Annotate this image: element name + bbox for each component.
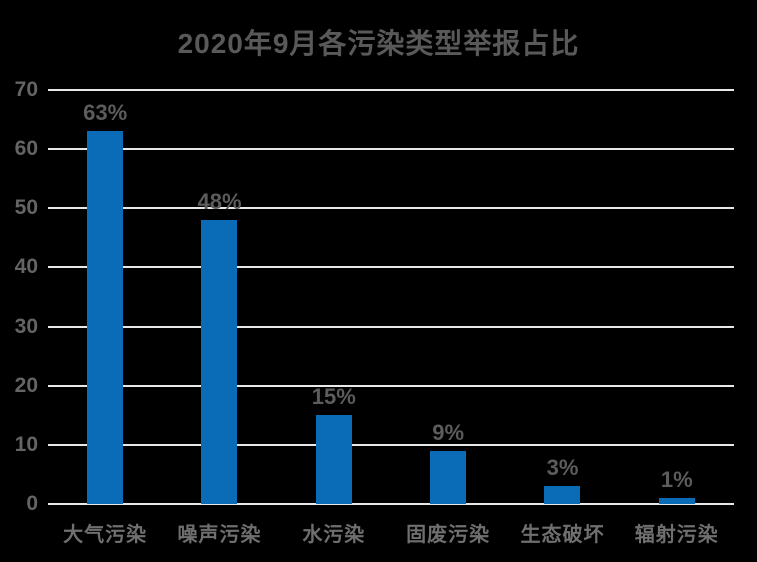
bar bbox=[430, 450, 467, 504]
bar bbox=[87, 131, 124, 504]
gridline bbox=[48, 89, 734, 91]
x-category-label: 水污染 bbox=[302, 524, 366, 546]
bar-series: 63% 48% 15% 9% 3% 1% bbox=[48, 90, 734, 504]
x-category-label: 生态破坏 bbox=[520, 524, 605, 546]
x-axis: 大气污染 噪声污染 水污染 固废污染 生态破坏 辐射污染 bbox=[48, 518, 734, 547]
bar bbox=[544, 486, 581, 504]
bar-value-label: 9% bbox=[432, 419, 465, 445]
x-category-label: 固废污染 bbox=[406, 524, 491, 546]
bar-slot: 15% bbox=[277, 90, 391, 504]
bar-slot: 3% bbox=[505, 90, 619, 504]
x-category-label: 辐射污染 bbox=[634, 524, 719, 546]
gridline bbox=[48, 443, 734, 446]
bar-value-label: 15% bbox=[311, 384, 356, 410]
plot-area: 63% 48% 15% 9% 3% 1% bbox=[48, 89, 734, 505]
bar bbox=[201, 220, 238, 504]
bar-slot: 63% bbox=[48, 90, 162, 504]
bar-value-label: 3% bbox=[546, 455, 579, 481]
bar bbox=[315, 415, 352, 504]
bar-value-label: 48% bbox=[197, 189, 242, 215]
gridline bbox=[48, 384, 734, 387]
chart-title: 2020年9月各污染类型举报占比 bbox=[177, 28, 580, 59]
x-category-label: 噪声污染 bbox=[177, 524, 262, 546]
bar bbox=[658, 498, 695, 504]
gridline bbox=[48, 266, 734, 269]
y-axis: 0 10 20 30 40 50 60 70 bbox=[14, 78, 38, 515]
bar-slot: 9% bbox=[391, 90, 505, 504]
bar-slot: 1% bbox=[620, 90, 734, 504]
gridline bbox=[48, 148, 734, 151]
bar-value-label: 63% bbox=[83, 100, 128, 126]
x-category-label: 大气污染 bbox=[63, 524, 148, 546]
bar-value-label: 1% bbox=[660, 467, 693, 493]
gridline bbox=[48, 503, 734, 505]
gridline bbox=[48, 325, 734, 328]
bar-slot: 48% bbox=[162, 90, 276, 504]
gridline bbox=[48, 207, 734, 210]
